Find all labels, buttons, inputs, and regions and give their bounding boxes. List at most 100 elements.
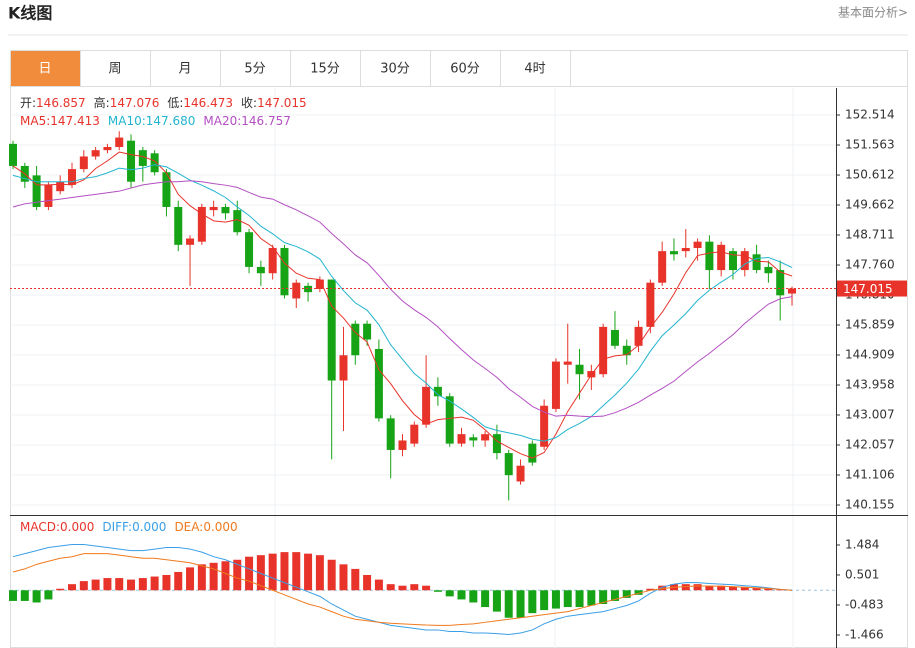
candle-body bbox=[693, 241, 702, 248]
tab-label[interactable]: 60分 bbox=[450, 62, 480, 77]
candle-body bbox=[788, 288, 796, 294]
macd-bar bbox=[575, 590, 584, 608]
y-tick-label: -1.466 bbox=[845, 628, 884, 642]
candle-body bbox=[174, 206, 183, 245]
macd-bar bbox=[91, 579, 100, 591]
candle-body bbox=[304, 285, 313, 293]
macd-bar bbox=[103, 578, 112, 591]
macd-bar bbox=[115, 578, 124, 591]
tab-label[interactable]: 30分 bbox=[380, 62, 410, 77]
candle-body bbox=[658, 251, 667, 283]
macd-bar bbox=[197, 564, 206, 591]
candle-body bbox=[516, 465, 525, 482]
candle-body bbox=[445, 396, 454, 444]
tab[interactable] bbox=[290, 50, 361, 87]
candle-body bbox=[103, 147, 112, 151]
y-tick-label: 143.007 bbox=[845, 408, 895, 422]
macd-bar bbox=[740, 587, 749, 591]
macd-bar bbox=[174, 571, 183, 591]
candle-body bbox=[209, 206, 218, 211]
macd-bar bbox=[469, 590, 478, 603]
macd-bar bbox=[79, 581, 88, 591]
page-title: K线图 bbox=[8, 4, 52, 23]
candle-body bbox=[256, 266, 265, 274]
legend-value: 146.757 bbox=[241, 114, 291, 128]
legend-value: 0.000 bbox=[132, 520, 166, 534]
tab-label[interactable]: 周 bbox=[108, 62, 121, 77]
candle-body bbox=[245, 232, 254, 267]
macd-bar bbox=[634, 590, 643, 595]
candle-body bbox=[327, 279, 336, 381]
candle-body bbox=[44, 184, 53, 207]
macd-bar bbox=[56, 588, 65, 591]
candle-body bbox=[634, 326, 643, 346]
last-price-label: 147.015 bbox=[843, 282, 893, 296]
macd-bar bbox=[693, 584, 702, 591]
candle-body bbox=[669, 251, 678, 255]
candle-body bbox=[646, 282, 655, 327]
macd-bar bbox=[127, 579, 136, 591]
candle-body bbox=[186, 238, 195, 245]
tab-label[interactable]: 月 bbox=[178, 62, 191, 77]
candle-body bbox=[728, 251, 737, 271]
readout-value: 147.015 bbox=[257, 96, 307, 110]
tab[interactable] bbox=[500, 50, 571, 87]
tab-label[interactable]: 日 bbox=[38, 62, 51, 77]
candle-body bbox=[363, 323, 372, 340]
candle-body bbox=[56, 181, 65, 192]
macd-bar bbox=[245, 556, 254, 591]
y-tick-label: 1.484 bbox=[845, 537, 879, 551]
series-line bbox=[12, 180, 793, 418]
macd-bar bbox=[280, 552, 289, 591]
macd-bar bbox=[410, 584, 419, 591]
y-tick-label: 152.514 bbox=[845, 108, 895, 122]
macd-bar bbox=[162, 575, 171, 591]
macd-bar bbox=[492, 590, 501, 612]
macd-bar bbox=[717, 585, 726, 591]
candle-body bbox=[410, 424, 419, 444]
candle-body bbox=[563, 361, 572, 365]
tab[interactable] bbox=[10, 50, 81, 87]
candle-body bbox=[386, 418, 395, 450]
series-line bbox=[12, 543, 793, 636]
y-tick-label: -0.483 bbox=[845, 598, 884, 612]
macd-bar bbox=[327, 559, 336, 591]
tab[interactable] bbox=[150, 50, 221, 87]
candle-body bbox=[457, 434, 466, 444]
y-tick-label: 148.711 bbox=[845, 228, 895, 242]
macd-bar bbox=[221, 561, 230, 591]
macd-bar bbox=[587, 590, 596, 606]
macd-bar bbox=[646, 588, 655, 591]
analysis-link[interactable]: 基本面分析> bbox=[838, 6, 908, 20]
candle-body bbox=[599, 326, 608, 375]
macd-bar bbox=[292, 552, 301, 591]
candle-body bbox=[610, 330, 619, 346]
y-tick-label: 144.909 bbox=[845, 347, 895, 361]
macd-bar bbox=[610, 590, 619, 601]
candle-body bbox=[292, 282, 301, 299]
macd-bar bbox=[268, 553, 277, 591]
macd-bar bbox=[9, 590, 17, 601]
candle-body bbox=[339, 355, 348, 381]
macd-bar bbox=[422, 585, 431, 591]
macd-bar bbox=[681, 584, 690, 591]
candle-body bbox=[398, 440, 407, 450]
y-tick-label: 140.155 bbox=[845, 497, 895, 511]
legend-label: MA5: bbox=[20, 114, 50, 128]
tab[interactable] bbox=[80, 50, 151, 87]
macd-bar bbox=[20, 590, 29, 601]
tab-label[interactable]: 5分 bbox=[244, 62, 265, 77]
readout-value: 146.473 bbox=[183, 96, 233, 110]
series-line bbox=[12, 151, 793, 459]
macd-bar bbox=[32, 590, 41, 603]
legend-label: MACD: bbox=[20, 520, 60, 534]
candle-body bbox=[233, 210, 242, 233]
readout: MACD:0.000 DIFF:0.000 DEA:0.000 bbox=[20, 520, 238, 534]
tab-label[interactable]: 4时 bbox=[524, 62, 545, 77]
macd-bar bbox=[599, 590, 608, 604]
y-tick-label: 0.501 bbox=[845, 567, 879, 581]
tab-label[interactable]: 15分 bbox=[310, 62, 340, 77]
candle-body bbox=[268, 247, 277, 274]
macd-bar bbox=[764, 588, 773, 591]
macd-bar bbox=[256, 555, 265, 591]
